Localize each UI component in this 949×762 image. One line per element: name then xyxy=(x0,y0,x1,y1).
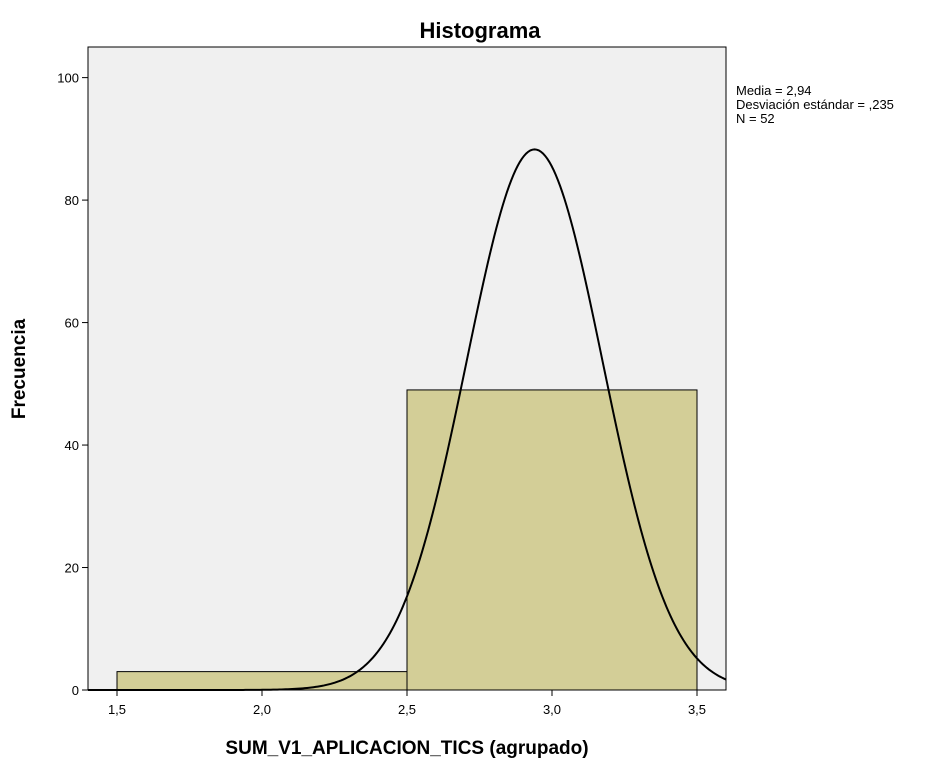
x-tick-label: 3,5 xyxy=(688,702,706,717)
y-tick-label: 20 xyxy=(65,561,79,576)
histogram-bar-1 xyxy=(116,671,408,691)
mean-stat: Media = 2,94 xyxy=(736,83,812,98)
x-tick-label: 2,0 xyxy=(253,702,271,717)
y-tick-label: 80 xyxy=(65,193,79,208)
chart-title: Histograma xyxy=(419,18,541,43)
stats-box: Media = 2,94 Desviación estándar = ,235 … xyxy=(736,84,894,126)
y-tick-label: 40 xyxy=(65,438,79,453)
y-axis: 0 20 40 60 80 100 xyxy=(57,71,88,698)
x-axis: 1,5 2,0 2,5 3,0 3,5 xyxy=(108,690,706,717)
y-tick-label: 0 xyxy=(72,683,79,698)
sd-stat: Desviación estándar = ,235 xyxy=(736,97,894,112)
x-tick-label: 2,5 xyxy=(398,702,416,717)
histogram-bar-2 xyxy=(406,389,698,691)
y-axis-title: Frecuencia xyxy=(9,318,30,419)
y-tick-label: 60 xyxy=(65,316,79,331)
n-stat: N = 52 xyxy=(736,111,775,126)
x-axis-title: SUM_V1_APLICACION_TICS (agrupado) xyxy=(225,738,588,759)
x-tick-label: 1,5 xyxy=(108,702,126,717)
y-tick-label: 100 xyxy=(57,71,79,86)
x-tick-label: 3,0 xyxy=(543,702,561,717)
